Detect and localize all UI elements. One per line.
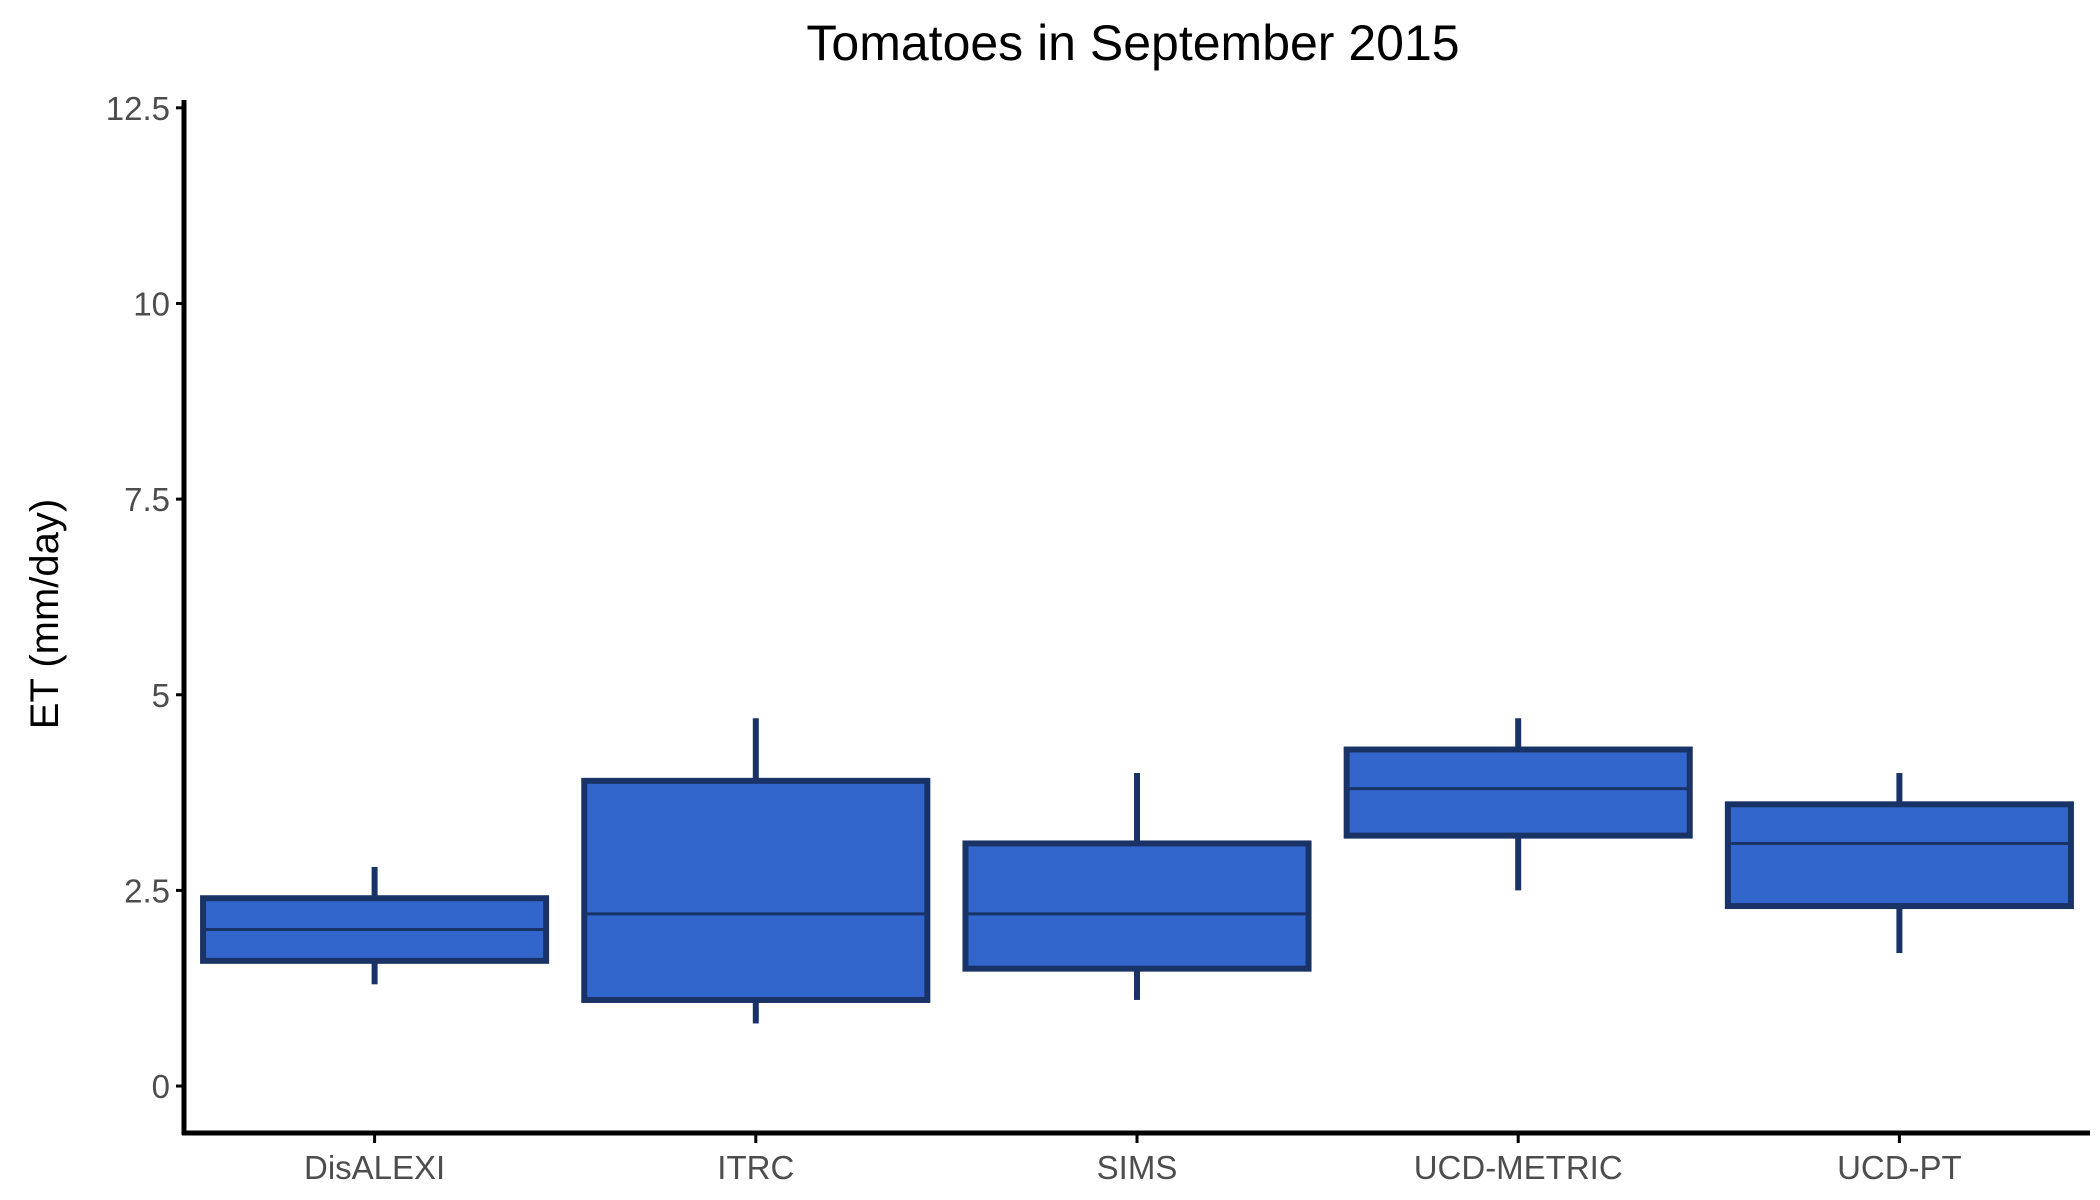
y-tick-label: 2.5 xyxy=(124,872,170,909)
x-tick-label: UCD-METRIC xyxy=(1414,1149,1623,1186)
box-iqr xyxy=(962,840,1312,972)
box-iqr xyxy=(581,777,931,1003)
y-tick-label: 10 xyxy=(133,285,170,322)
box-iqr xyxy=(1724,801,2074,910)
box-ucd-pt xyxy=(1724,773,2074,954)
plot-area xyxy=(200,718,2074,1024)
x-axis: DisALEXI ITRC SIMS UCD-METRIC UCD-PT xyxy=(182,1130,2090,1186)
x-tick-label: UCD-PT xyxy=(1837,1149,1962,1186)
chart-title: Tomatoes in September 2015 xyxy=(806,15,1459,71)
y-tick-label: 0 xyxy=(152,1068,170,1105)
y-axis: 0 2.5 5 7.5 10 12.5 xyxy=(106,90,187,1135)
x-tick-label: SIMS xyxy=(1097,1149,1178,1186)
y-axis-label: ET (mm/day) xyxy=(23,499,67,729)
y-tick-label: 7.5 xyxy=(124,481,170,518)
y-tick-label: 5 xyxy=(152,677,170,714)
box-disalexi xyxy=(200,866,550,985)
box-sims xyxy=(962,773,1312,1000)
y-tick-label: 12.5 xyxy=(106,90,170,127)
x-tick-label: DisALEXI xyxy=(304,1149,445,1186)
box-ucd-metric xyxy=(1343,718,1693,891)
box-iqr xyxy=(1343,746,1693,839)
x-tick-label: ITRC xyxy=(717,1149,794,1186)
box-itrc xyxy=(581,718,931,1024)
